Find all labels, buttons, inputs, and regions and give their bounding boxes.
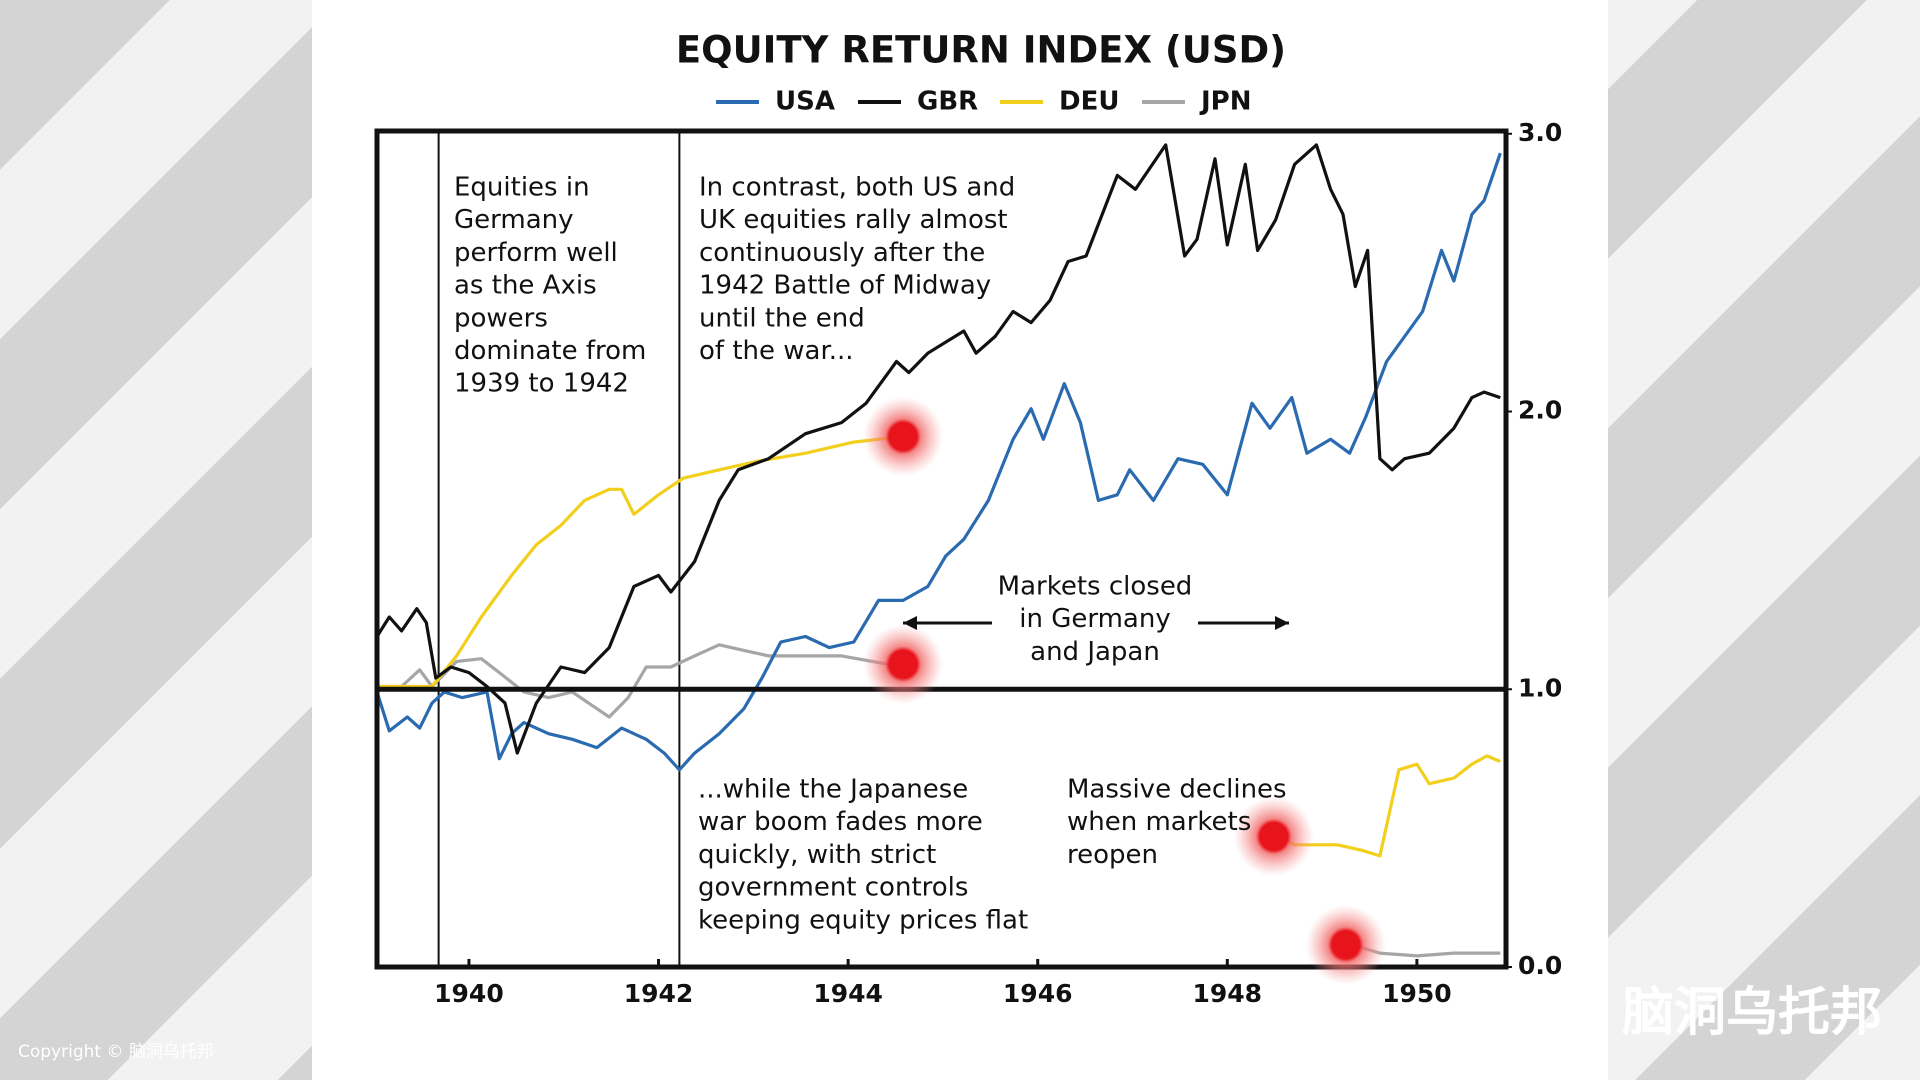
plot-frame — [374, 128, 1509, 970]
annotation: Massive declines — [1067, 775, 1287, 805]
annotation: quickly, with strict — [698, 840, 936, 870]
series-line — [375, 143, 1501, 755]
annotation: war boom fades more — [698, 807, 983, 837]
annotation: Markets closed — [998, 572, 1193, 602]
y-tick-label: 1.0 — [1518, 673, 1562, 702]
annotation: until the end — [699, 303, 865, 333]
y-tick-label: 2.0 — [1518, 396, 1562, 425]
legend-label: USA — [775, 87, 835, 117]
annotation: when markets — [1067, 807, 1251, 837]
panel — [312, 0, 1608, 1080]
annotation: and Japan — [1030, 637, 1160, 667]
annotation: government controls — [698, 873, 968, 903]
annotation: perform well — [454, 238, 618, 268]
copyright: Copyright © 脑洞乌托邦 — [18, 1042, 214, 1062]
annotation: keeping equity prices flat — [698, 905, 1028, 935]
series-line — [377, 434, 1501, 858]
chart-title: EQUITY RETURN INDEX (USD) — [676, 29, 1286, 72]
legend-label: GBR — [917, 87, 978, 117]
x-tick-label: 1948 — [1193, 979, 1263, 1008]
annotation: Germany — [454, 205, 574, 235]
x-tick-label: 1950 — [1382, 979, 1452, 1008]
annotation: ...while the Japanese — [698, 775, 968, 805]
x-tick-label: 1946 — [1003, 979, 1073, 1008]
annotation: 1942 Battle of Midway — [699, 271, 991, 301]
annotation: of the war... — [699, 336, 854, 366]
annotation: powers — [454, 303, 548, 333]
arrow-head — [903, 616, 917, 630]
annotation: UK equities rally almost — [699, 205, 1008, 235]
legend-label: DEU — [1059, 87, 1119, 117]
annotation: 1939 to 1942 — [454, 369, 629, 399]
y-tick-label: 3.0 — [1518, 118, 1562, 147]
annotation: In contrast, both US and — [699, 173, 1015, 203]
x-tick-label: 1944 — [813, 979, 883, 1008]
annotation: reopen — [1067, 840, 1158, 870]
annotation: continuously after the — [699, 238, 985, 268]
annotation: dominate from — [454, 336, 646, 366]
annotation: in Germany — [1019, 604, 1170, 634]
highlight — [1233, 796, 1314, 877]
x-tick-label: 1942 — [624, 979, 694, 1008]
x-tick-label: 1940 — [434, 979, 504, 1008]
legend-label: JPN — [1199, 87, 1252, 117]
highlight — [1305, 904, 1386, 985]
annotation: as the Axis — [454, 271, 597, 301]
series-line — [375, 152, 1502, 772]
arrow-head — [1275, 616, 1289, 630]
y-tick-label: 0.0 — [1518, 951, 1562, 980]
annotation: Equities in — [454, 173, 590, 203]
highlight — [863, 624, 944, 705]
highlight — [863, 396, 944, 477]
watermark: 脑洞乌托邦 — [1622, 983, 1882, 1043]
